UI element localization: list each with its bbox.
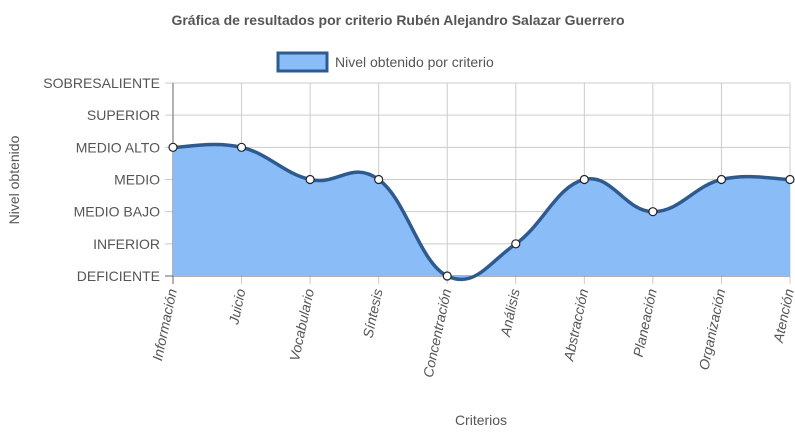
x-tick-label: Concentración — [420, 287, 454, 379]
data-point[interactable] — [785, 174, 795, 185]
y-tick-label: MEDIO ALTO — [76, 139, 160, 155]
x-tick-label: Atención — [770, 287, 795, 345]
x-tick-label: Abstracción — [560, 287, 591, 363]
y-tick-label: SUPERIOR — [87, 107, 160, 123]
series-line — [172, 142, 791, 282]
x-axis-title: Criterios — [455, 412, 507, 428]
y-axis-title: Nivel obtenido — [6, 135, 22, 224]
data-point[interactable] — [374, 174, 384, 185]
x-tick-label: Vocabulario — [286, 287, 317, 362]
data-point[interactable] — [648, 207, 658, 217]
legend[interactable]: Nivel obtenido por criterio — [276, 51, 494, 73]
data-point[interactable] — [236, 142, 247, 152]
series-area — [173, 144, 790, 280]
plot-area — [168, 142, 795, 282]
y-axis-ticks: DEFICIENTE INFERIOR MEDIO BAJO MEDIO MEDIO A… — [43, 75, 160, 284]
data-point[interactable] — [305, 174, 315, 185]
x-tick-label: Análisis — [497, 287, 523, 339]
x-tick-label: Información — [149, 287, 180, 362]
legend-label: Nivel obtenido por criterio — [335, 54, 494, 70]
data-point[interactable] — [168, 142, 178, 152]
x-tick-label: Síntesis — [360, 287, 386, 339]
data-point[interactable] — [511, 239, 521, 249]
y-tick-label: DEFICIENTE — [77, 268, 160, 284]
y-tick-label: MEDIO — [114, 172, 160, 188]
data-point[interactable] — [716, 174, 727, 185]
data-point[interactable] — [442, 271, 452, 281]
chart-title: Gráfica de resultados por criterio Rubén… — [171, 12, 624, 28]
y-tick-label: INFERIOR — [93, 236, 160, 252]
data-point[interactable] — [579, 174, 589, 185]
x-tick-label: Planeación — [630, 287, 660, 358]
y-tick-label: MEDIO BAJO — [74, 204, 160, 220]
x-tick-label: Organización — [696, 287, 729, 371]
x-tick-label: Juicio — [225, 287, 248, 327]
x-axis-ticks: Información Juicio Vocabulario Síntesis Conc… — [149, 287, 795, 379]
legend-swatch — [276, 51, 329, 73]
y-tick-label: SOBRESALIENTE — [43, 75, 160, 91]
